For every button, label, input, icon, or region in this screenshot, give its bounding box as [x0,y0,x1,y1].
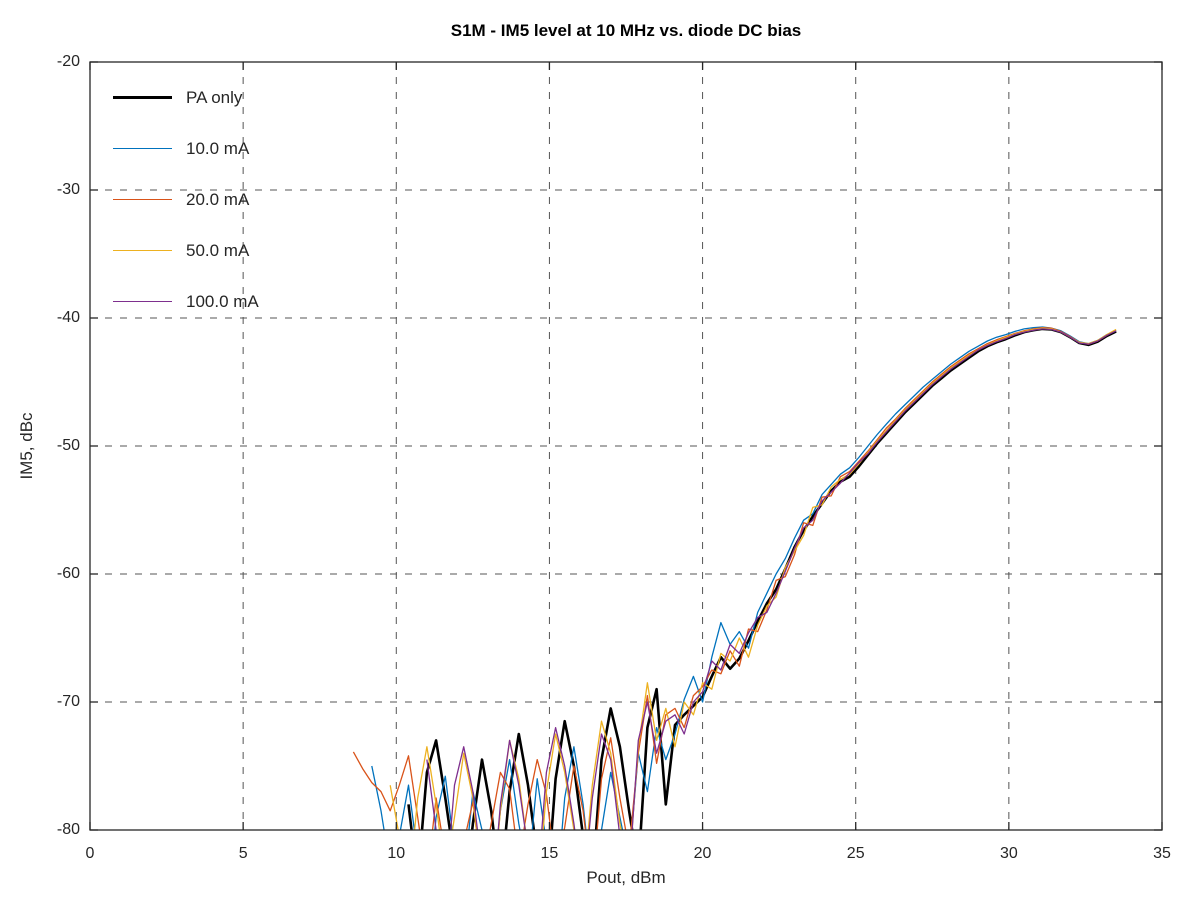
tick-marks [89,61,1163,831]
series-line-10-0-ma [371,326,1117,830]
legend-label: 20.0 mA [186,189,250,209]
y-tick-label: -80 [56,821,80,838]
legend-line-sample [113,249,172,252]
legend-entry: PA only [113,72,259,123]
x-tick-label: 15 [540,845,559,862]
legend-entry: 10.0 mA [113,123,259,174]
legend-entry: 50.0 mA [113,225,259,276]
legend-entry: 20.0 mA [113,174,259,225]
legend-line-sample [113,147,172,150]
series-line-20-0-ma [352,326,1117,830]
x-tick-label: 5 [238,845,248,862]
series-group [352,326,1117,830]
legend-label: PA only [186,87,243,107]
y-tick-label: -50 [56,437,80,454]
x-tick-label: 25 [846,845,865,862]
y-tick-label: -30 [56,181,80,198]
y-tick-label: -70 [56,693,80,710]
legend-entry: 100.0 mA [113,276,259,327]
legend-label: 50.0 mA [186,240,250,260]
x-tick-label: 30 [999,845,1018,862]
legend-label: 10.0 mA [186,138,250,158]
legend-line-sample [113,300,172,303]
legend-line-sample [113,198,172,201]
x-axis-label: Pout, dBm [586,868,666,887]
y-tick-label: -20 [56,53,80,70]
legend-line-sample [113,96,172,99]
x-tick-label: 10 [387,845,406,862]
y-tick-label: -40 [56,309,80,326]
y-tick-label: -60 [56,565,80,582]
y-axis-label: IM5, dBc [17,412,36,480]
chart-title: S1M - IM5 level at 10 MHz vs. diode DC b… [450,21,802,40]
legend: PA only 10.0 mA 20.0 mA 50.0 mA 100.0 mA [113,72,259,327]
series-line-100-0-ma [426,328,1117,830]
x-tick-label: 20 [693,845,712,862]
x-tick-label: 35 [1153,845,1171,862]
legend-label: 100.0 mA [186,291,259,311]
x-tick-label: 0 [85,845,95,862]
